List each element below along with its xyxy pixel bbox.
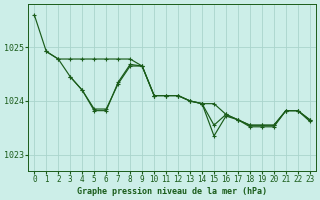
X-axis label: Graphe pression niveau de la mer (hPa): Graphe pression niveau de la mer (hPa) — [77, 187, 267, 196]
